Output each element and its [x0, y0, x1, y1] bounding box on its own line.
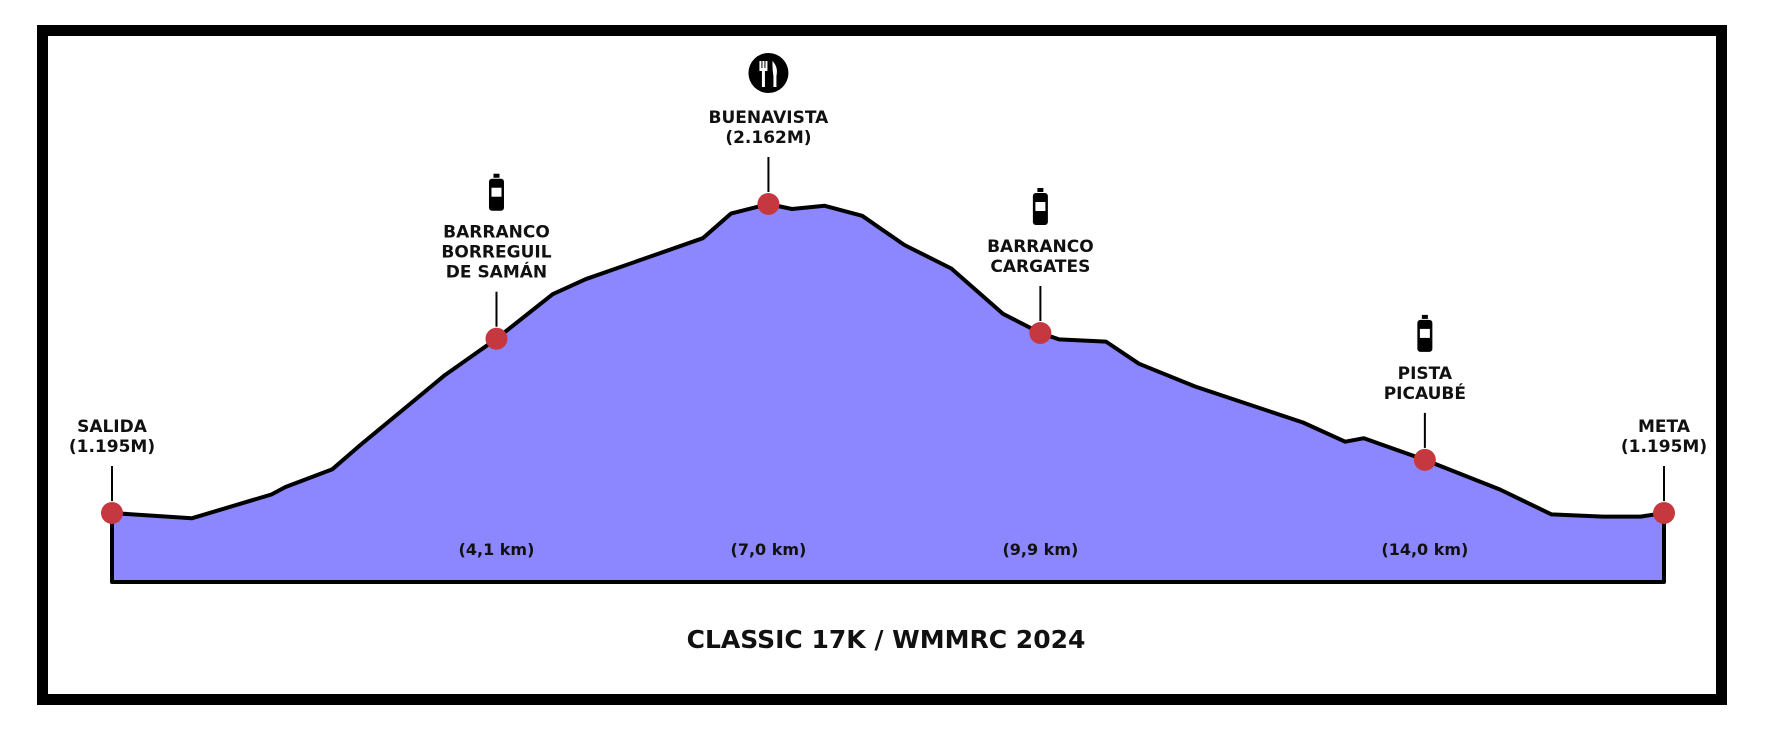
waypoint: SALIDA(1.195M) [69, 417, 155, 524]
km-label: (7,0 km) [731, 540, 807, 559]
waypoint-label: PICAUBÉ [1384, 382, 1466, 404]
waypoint-marker [485, 327, 508, 350]
waypoint-marker [101, 502, 123, 524]
waypoint-label: CARGATES [990, 257, 1090, 277]
waypoint-marker [1653, 502, 1675, 524]
waypoint-marker [757, 193, 780, 215]
waypoint-marker [1413, 448, 1436, 471]
food-fork-knife-icon [748, 53, 789, 93]
waypoint-label: (1.195M) [69, 437, 155, 457]
elevation-area [112, 204, 1664, 582]
chart-title: CLASSIC 17K / WMMRC 2024 [687, 625, 1086, 654]
water-bottle-icon [1417, 314, 1433, 352]
waypoint-label: BUENAVISTA [709, 108, 830, 128]
waypoint-label: META [1638, 417, 1691, 437]
waypoint: BUENAVISTA(2.162M) [709, 53, 830, 215]
waypoint-label: (1.195M) [1621, 437, 1707, 457]
waypoint-label: SALIDA [77, 417, 148, 437]
km-label: (14,0 km) [1381, 540, 1468, 559]
elevation-profile-line [110, 202, 1666, 584]
waypoint-label: BARRANCO [987, 237, 1094, 257]
water-bottle-icon [1032, 188, 1048, 226]
waypoint-label: (2.162M) [725, 128, 811, 148]
water-bottle-icon [488, 173, 504, 211]
waypoint-label: PISTA [1398, 364, 1453, 384]
waypoint: META(1.195M) [1621, 417, 1707, 524]
km-label: (4,1 km) [459, 540, 535, 559]
waypoint-label: DE SAMÁN [446, 261, 547, 283]
waypoint-label: BARRANCO [443, 223, 550, 243]
waypoint-label: BORREGUIL [441, 243, 551, 263]
km-label: (9,9 km) [1002, 540, 1078, 559]
waypoint-marker [1029, 322, 1052, 345]
